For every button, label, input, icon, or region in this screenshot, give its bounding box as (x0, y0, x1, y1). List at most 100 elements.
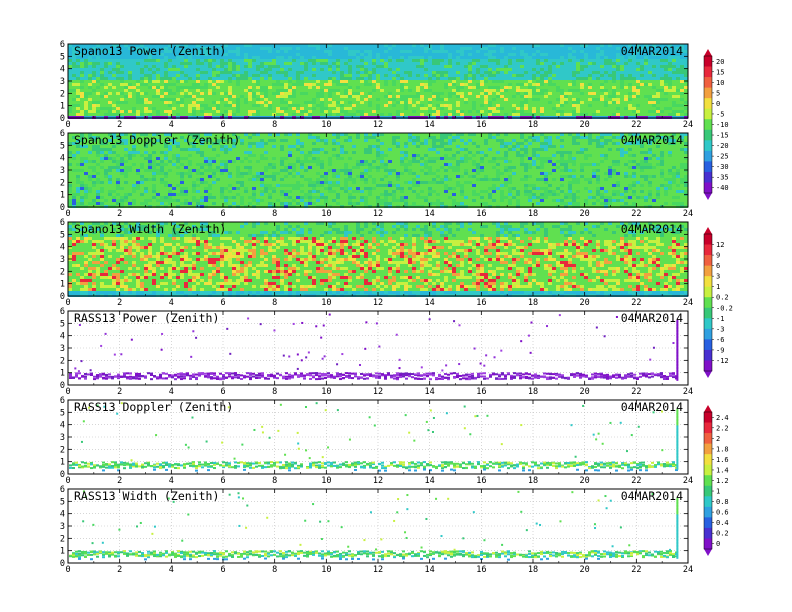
colorbar-label: -35 (716, 174, 729, 182)
x-tick-label: 4 (169, 298, 174, 308)
x-tick-label: 18 (528, 387, 538, 397)
colorbar-arrow-down (704, 193, 712, 200)
colorbar-swatch (704, 349, 712, 361)
x-tick-label: 20 (580, 298, 590, 308)
x-tick-label: 2 (117, 565, 122, 575)
x-tick-label: 2 (117, 387, 122, 397)
colorbar-swatch (704, 182, 712, 194)
y-tick-label: 4 (60, 510, 65, 520)
y-tick-label: 6 (60, 396, 65, 406)
x-tick-label: 18 (528, 476, 538, 486)
colorbar-width: 12 9 6 3 1 0.2 -0.2 -1 -3 -6 -9 -12 (703, 227, 733, 378)
x-tick-label: 2 (117, 209, 122, 219)
y-tick-label: 0 (60, 203, 65, 213)
colorbar-swatch (704, 276, 712, 288)
y-tick-label: 2 (60, 534, 65, 544)
colorbar-label: 0.2 (716, 294, 729, 302)
colorbar-label: 3 (716, 273, 720, 281)
y-tick-label: 0 (60, 292, 65, 302)
colorbar-label: 1.4 (716, 466, 729, 474)
y-tick-label: 6 (60, 307, 65, 317)
y-tick-label: 0 (60, 114, 65, 124)
x-tick-label: 18 (528, 120, 538, 130)
x-tick-label: 14 (425, 476, 435, 486)
colorbar-swatch (704, 328, 712, 340)
y-tick-label: 5 (60, 497, 65, 507)
y-tick-label: 4 (60, 65, 65, 75)
x-tick-label: 20 (580, 476, 590, 486)
x-tick-label: 10 (321, 209, 331, 219)
panel-title: Spano13 Width (Zenith) (74, 222, 226, 236)
colorbar-label: 1 (716, 283, 720, 291)
colorbar-swatch (704, 129, 712, 141)
colorbar-swatch (704, 496, 712, 508)
y-axis: 0 1 2 3 4 5 6 (60, 218, 688, 302)
colorbar-swatch (704, 464, 712, 476)
colorbar-label: -30 (716, 163, 729, 171)
x-axis: 0 2 4 6 8 10 12 14 16 18 20 22 24 (65, 489, 693, 575)
x-tick-label: 6 (220, 298, 225, 308)
x-tick-label: 6 (220, 565, 225, 575)
colorbar-power: 20 15 10 5 0 -5 -10 -15 -20 -25 -30 -35 -40 (703, 49, 729, 200)
x-tick-label: 14 (425, 565, 435, 575)
y-tick-label: 6 (60, 40, 65, 50)
colorbar-swatch (704, 527, 712, 539)
colorbar-label: -0.2 (716, 304, 733, 312)
x-tick-label: 20 (580, 565, 590, 575)
y-tick-label: 2 (60, 356, 65, 366)
y-tick-label: 6 (60, 485, 65, 495)
y-tick-label: 3 (60, 166, 65, 176)
x-tick-label: 2 (117, 476, 122, 486)
colorbar-swatch (704, 56, 712, 67)
x-tick-label: 4 (169, 209, 174, 219)
colorbar-label: -15 (716, 132, 729, 140)
x-tick-label: 20 (580, 120, 590, 130)
colorbar-label: 9 (716, 252, 720, 260)
y-tick-label: 2 (60, 267, 65, 277)
colorbar-swatch (704, 161, 712, 173)
colorbar-label: -9 (716, 346, 724, 354)
colorbar-label: -6 (716, 336, 724, 344)
x-tick-label: 20 (580, 387, 590, 397)
colorbar-swatch (704, 87, 712, 99)
colorbar-label: 0 (716, 100, 720, 108)
y-tick-label: 1 (60, 458, 65, 468)
colorbar-swatch (704, 475, 712, 487)
colorbar-swatch (704, 433, 712, 445)
panel-title: RASS13 Width (Zenith) (74, 489, 219, 503)
x-tick-label: 0 (65, 209, 70, 219)
colorbar-rass: 2.4 2.2 2 1.8 1.6 1.4 1.2 1 0.8 0.6 0.4 0.2 0 (703, 405, 729, 556)
x-tick-label: 24 (683, 565, 693, 575)
x-tick-label: 0 (65, 120, 70, 130)
x-tick-label: 8 (272, 387, 277, 397)
y-axis: 0 1 2 3 4 5 6 (60, 307, 688, 391)
x-axis: 0 2 4 6 8 10 12 14 16 18 20 22 24 (65, 311, 693, 397)
colorbar-swatch (704, 454, 712, 466)
heatmap-cells (69, 402, 679, 472)
x-tick-label: 0 (65, 565, 70, 575)
x-tick-label: 22 (631, 209, 641, 219)
x-tick-label: 18 (528, 565, 538, 575)
colorbar-swatch (704, 297, 712, 309)
x-axis: 0 2 4 6 8 10 12 14 16 18 20 22 24 (65, 400, 693, 486)
colorbar-swatch (704, 77, 712, 89)
colorbar-label: 0.8 (716, 498, 729, 506)
y-tick-label: 6 (60, 218, 65, 228)
colorbar-swatch (704, 150, 712, 162)
y-tick-label: 1 (60, 191, 65, 201)
x-tick-label: 12 (373, 120, 383, 130)
colorbar-swatch (704, 171, 712, 183)
y-tick-label: 0 (60, 559, 65, 569)
colorbar-swatch (704, 265, 712, 277)
colorbar-arrow-down (704, 549, 712, 556)
y-tick-label: 2 (60, 445, 65, 455)
y-tick-label: 3 (60, 522, 65, 532)
colorbar-label: 0 (716, 540, 720, 548)
colorbar-swatch (704, 538, 712, 550)
colorbar-swatch (704, 485, 712, 497)
x-tick-label: 16 (476, 387, 486, 397)
x-tick-label: 24 (683, 387, 693, 397)
x-tick-label: 12 (373, 209, 383, 219)
y-tick-label: 1 (60, 102, 65, 112)
